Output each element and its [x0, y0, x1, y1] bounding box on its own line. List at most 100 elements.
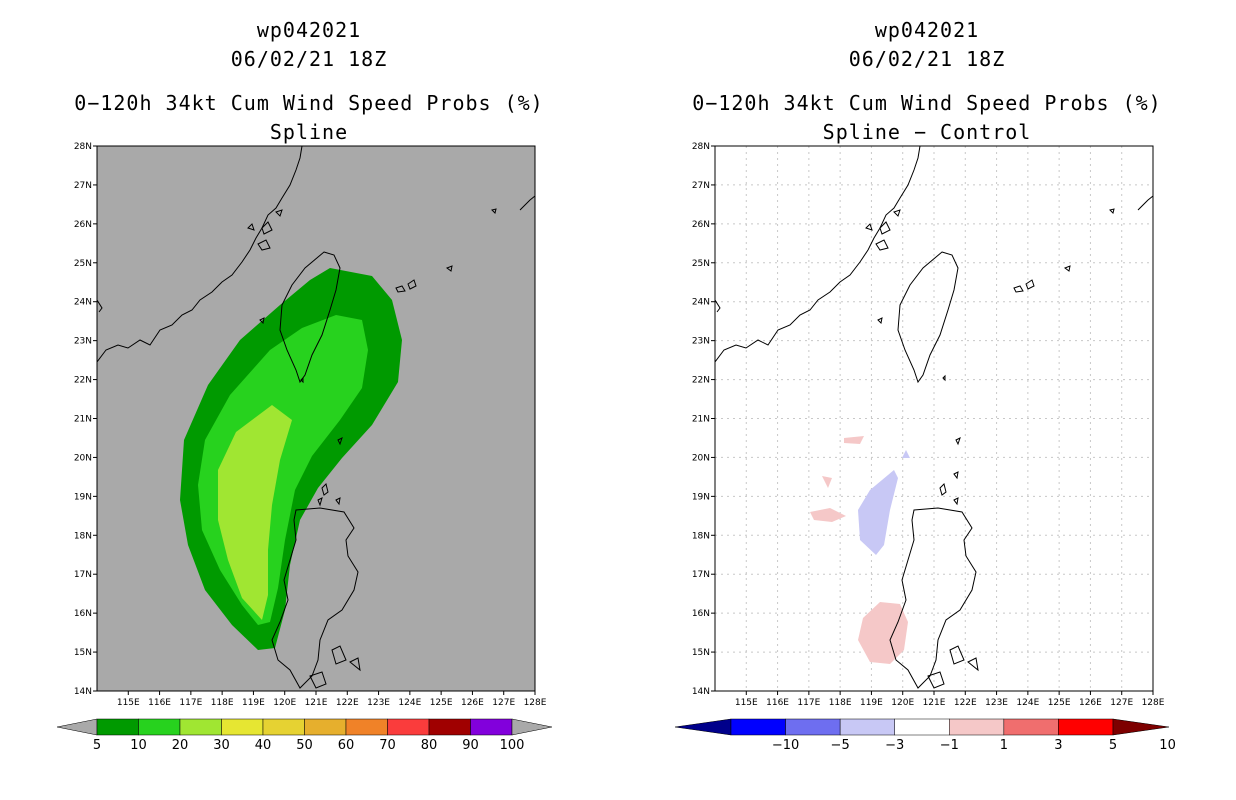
colorbar-high-arrow [1112, 718, 1170, 736]
lat-label: 21N [692, 415, 710, 425]
lon-label: 127E [1110, 698, 1133, 708]
lat-label: 23N [692, 337, 710, 347]
storm-id-title: wp042021 [256, 18, 362, 42]
lat-label: 23N [74, 337, 92, 347]
storm-id-title: wp042021 [874, 18, 980, 42]
product-title: 0−120h 34kt Cum Wind Speed Probs (%) [74, 91, 544, 115]
lat-label: 15N [74, 648, 92, 658]
colorbar-swatch [839, 718, 895, 736]
colorbar-label: 3 [1054, 738, 1062, 753]
diff-negative-small [902, 450, 910, 458]
lon-label: 123E [367, 698, 390, 708]
coastline [97, 146, 535, 689]
lat-label: 16N [74, 609, 92, 619]
lat-label: 22N [692, 376, 710, 386]
colorbar-label: −3 [885, 738, 904, 753]
diff-negative-region [858, 470, 898, 555]
lon-label: 120E [273, 698, 296, 708]
lon-label: 125E [430, 698, 453, 708]
lat-label: 14N [692, 687, 710, 697]
lon-label: 126E [461, 698, 484, 708]
colorbar-swatch [949, 718, 1005, 736]
lat-label: 28N [692, 142, 710, 152]
diff-positive-small-2 [844, 436, 864, 444]
colorbar-swatch [179, 718, 222, 736]
left-colorbar: 5 10 20 30 40 50 60 70 80 90 100 [56, 718, 553, 753]
diff-positive-small-3 [822, 476, 832, 488]
lat-label: 24N [74, 298, 92, 308]
colorbar-label: 40 [255, 738, 272, 753]
left-map-panel: wp042021 06/02/21 18Z 0−120h 34kt Cum Wi… [56, 18, 553, 753]
colorbar-label: −5 [831, 738, 850, 753]
lon-label: 115E [117, 698, 140, 708]
lat-label: 26N [74, 220, 92, 230]
grid-lines [715, 146, 1153, 691]
lat-label: 26N [692, 220, 710, 230]
left-map-svg: 28N 27N 26N 25N 24N 23N 22N 21N 20N 19N 18N 17N 16N 1… [56, 142, 553, 753]
diff-positive-small-1 [810, 508, 846, 522]
colorbar-swatch [304, 718, 347, 736]
lat-label: 20N [692, 453, 710, 463]
colorbar-swatch [96, 718, 139, 736]
lon-label: 117E [797, 698, 820, 708]
colorbar-swatch [138, 718, 181, 736]
lon-label: 120E [891, 698, 914, 708]
colorbar-label: 1 [1000, 738, 1008, 753]
lat-label: 17N [74, 570, 92, 580]
datetime-title: 06/02/21 18Z [848, 47, 1006, 71]
colorbar-label: 90 [462, 738, 479, 753]
lon-label: 116E [766, 698, 789, 708]
colorbar-label: 50 [296, 738, 313, 753]
colorbar-label: 5 [93, 738, 101, 753]
colorbar-label: 20 [172, 738, 189, 753]
right-colorbar: −10 −5 −3 −1 1 3 5 10 [674, 718, 1176, 753]
colorbar-swatch [262, 718, 305, 736]
lon-label: 115E [735, 698, 758, 708]
colorbar-swatch [428, 718, 471, 736]
lat-label: 19N [74, 492, 92, 502]
colorbar-swatch [730, 718, 786, 736]
lon-label: 119E [242, 698, 265, 708]
lat-label: 24N [692, 298, 710, 308]
lon-label: 117E [179, 698, 202, 708]
colorbar-swatch [1003, 718, 1059, 736]
colorbar-label: 10 [130, 738, 147, 753]
coastline [715, 146, 1153, 689]
colorbar-label: 30 [213, 738, 230, 753]
colorbar-swatch [470, 718, 513, 736]
lat-label: 19N [692, 492, 710, 502]
colorbar-swatch [387, 718, 430, 736]
colorbar-label: 60 [338, 738, 355, 753]
colorbar-label: 10 [1159, 738, 1176, 753]
lat-label: 21N [74, 415, 92, 425]
diff-subtitle: Spline − Control [822, 120, 1032, 144]
lat-label: 16N [692, 609, 710, 619]
lon-label: 127E [492, 698, 515, 708]
colorbar-label: 70 [379, 738, 396, 753]
colorbar-swatch [221, 718, 264, 736]
lat-label: 25N [74, 259, 92, 269]
colorbar-label: −1 [940, 738, 959, 753]
run-subtitle: Spline [269, 120, 349, 144]
lon-label: 124E [1016, 698, 1039, 708]
colorbar-label: 100 [500, 738, 525, 753]
lon-label: 128E [1142, 698, 1165, 708]
product-title: 0−120h 34kt Cum Wind Speed Probs (%) [692, 91, 1162, 115]
lon-label: 123E [985, 698, 1008, 708]
lat-label: 18N [692, 531, 710, 541]
lon-label: 121E [923, 698, 946, 708]
lon-label: 125E [1048, 698, 1071, 708]
lon-label: 122E [954, 698, 977, 708]
colorbar-label: −10 [772, 738, 799, 753]
colorbar-label: 5 [1109, 738, 1117, 753]
lon-label: 118E [829, 698, 852, 708]
lat-label: 25N [692, 259, 710, 269]
lat-label: 17N [692, 570, 710, 580]
lon-label: 126E [1079, 698, 1102, 708]
right-map-svg: 28N 27N 26N 25N 24N 23N 22N 21N 20N 19N 18N 17N 16N 1… [674, 142, 1176, 753]
lat-label: 28N [74, 142, 92, 152]
colorbar-swatch [894, 718, 950, 736]
right-map-panel: wp042021 06/02/21 18Z 0−120h 34kt Cum Wi… [618, 0, 1236, 800]
datetime-title: 06/02/21 18Z [230, 47, 388, 71]
lon-label: 128E [524, 698, 547, 708]
